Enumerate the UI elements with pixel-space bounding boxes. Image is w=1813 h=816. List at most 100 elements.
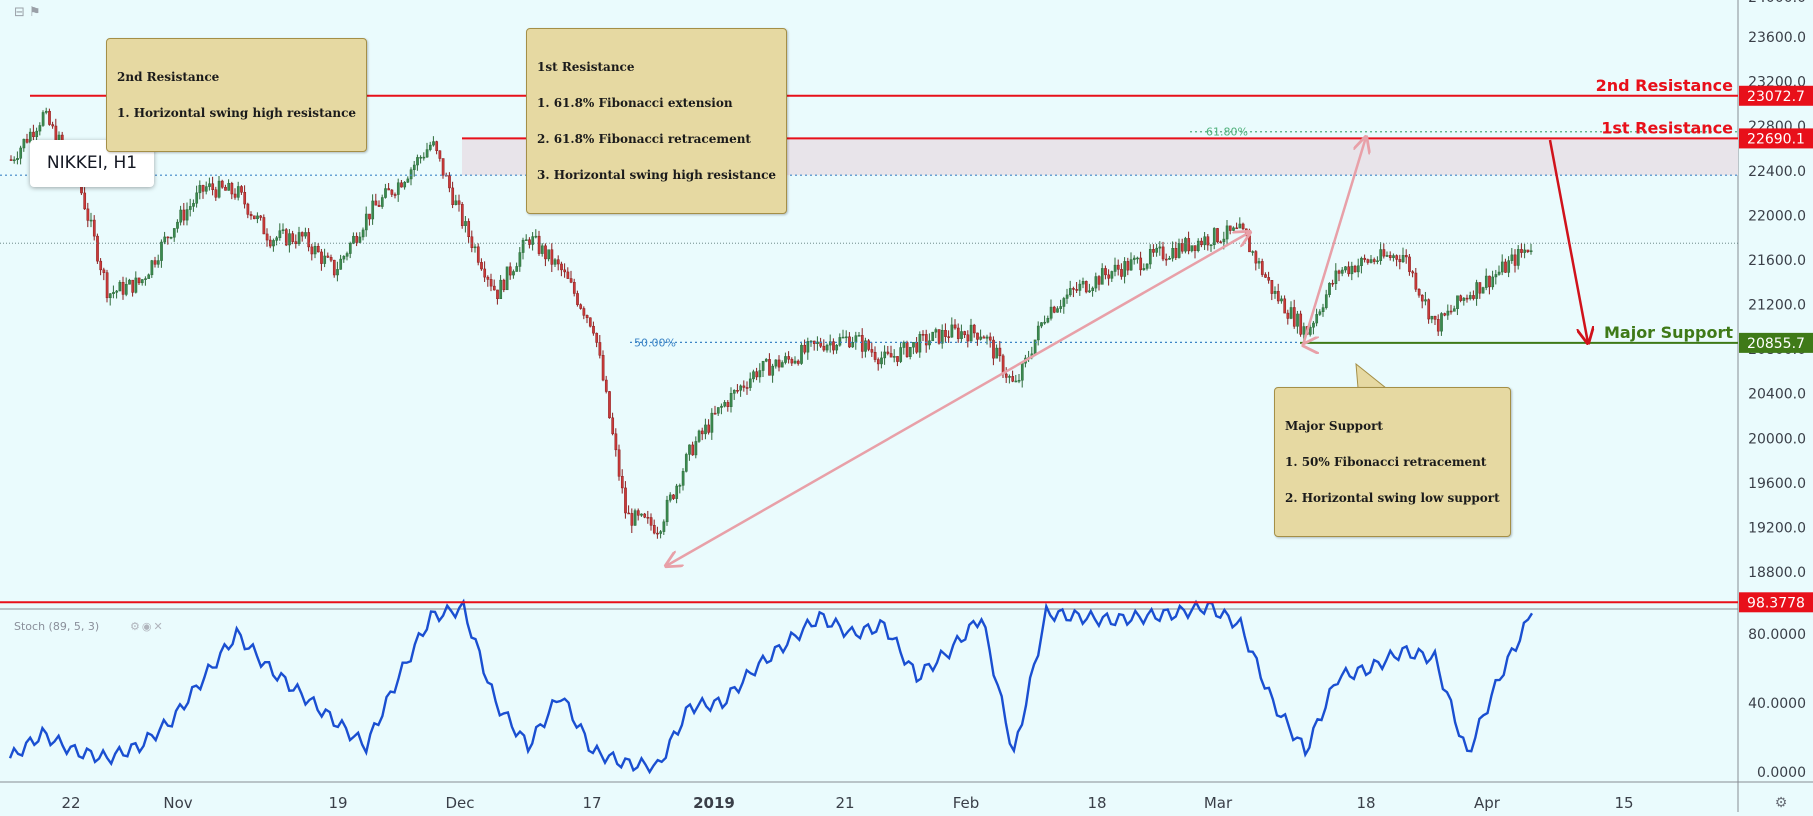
note-line: 2nd Resistance <box>117 70 220 84</box>
gear-icon[interactable]: ⚙ <box>1775 795 1788 811</box>
indicator-label[interactable]: Stoch (89, 5, 3) <box>14 620 100 633</box>
candle-body <box>499 279 503 300</box>
candle-body <box>1462 297 1466 301</box>
time-axis[interactable]: 22 Nov 19 Dec 17 2019 21 Feb 18 Mar 18 Apr 15 <box>61 794 1633 812</box>
candle-body <box>1011 376 1015 382</box>
candle-body <box>524 239 528 241</box>
candle-body <box>22 138 26 149</box>
candle-body <box>694 441 698 456</box>
projection-arrows <box>666 137 1588 566</box>
price-tick: 21600.0 <box>1748 253 1806 269</box>
note-resistance1: 1st Resistance 1. 61.8% Fibonacci extens… <box>526 28 788 214</box>
candle-body <box>838 337 842 346</box>
candle-body <box>918 334 922 353</box>
close-icon[interactable]: ✕ <box>153 620 165 633</box>
candle-body <box>457 200 461 205</box>
candle-body <box>1408 256 1411 272</box>
candle-body <box>947 336 951 338</box>
candle-body <box>1411 271 1415 274</box>
candle-body <box>1427 299 1431 320</box>
candle-body <box>422 156 426 159</box>
candle-body <box>892 356 896 358</box>
candle-body <box>547 249 551 260</box>
time-tick: Dec <box>445 794 474 812</box>
stoch-level-value-bg <box>1739 592 1813 613</box>
candle-body <box>886 351 890 354</box>
flag-icon[interactable]: ⚑ <box>29 5 41 20</box>
time-tick: 2019 <box>693 794 735 812</box>
pane-controls[interactable]: ⊟ ⚑ <box>14 5 41 20</box>
candle-body <box>96 235 99 262</box>
candle-body <box>940 330 944 344</box>
candle-body <box>1068 288 1072 296</box>
candle-body <box>380 197 384 207</box>
candle-body <box>582 308 586 316</box>
candle-body <box>435 141 439 151</box>
candle-body <box>841 336 845 339</box>
candle-body <box>688 444 691 455</box>
candle-body <box>16 158 19 161</box>
candle-body <box>188 206 192 210</box>
candle-body <box>889 353 893 358</box>
candle-body <box>1350 265 1354 275</box>
candle-body <box>470 236 474 248</box>
candle-body <box>1100 268 1104 285</box>
candle-body <box>560 263 563 271</box>
collapse-icon[interactable]: ⊟ <box>14 5 25 20</box>
candle-body <box>867 340 871 350</box>
stoch-tick: 80.0000 <box>1748 627 1806 643</box>
candle-body <box>144 278 147 280</box>
candle-body <box>1260 261 1264 275</box>
candle-body <box>1500 261 1504 273</box>
candle-body <box>675 485 679 499</box>
candle-body <box>1254 251 1258 264</box>
time-tick: Apr <box>1474 794 1501 812</box>
candle-body <box>483 268 487 278</box>
candle-body <box>924 334 928 346</box>
candle-body <box>352 235 355 244</box>
candle-body <box>992 339 995 359</box>
stoch-axis[interactable]: 80.0000 40.0000 0.0000 <box>1748 627 1806 781</box>
candle-body <box>307 232 311 248</box>
candle-body <box>1433 315 1437 320</box>
candle-body <box>1126 261 1130 271</box>
candle-body <box>1094 276 1098 289</box>
candle-body <box>1308 327 1312 335</box>
resistance1-value-bg <box>1739 128 1813 149</box>
candle-body <box>291 233 295 242</box>
time-tick: Mar <box>1204 794 1233 812</box>
indicator-controls[interactable]: ⚙◉✕ <box>130 620 165 633</box>
candle-body <box>860 335 864 352</box>
candle-body <box>652 525 656 534</box>
eye-icon[interactable]: ◉ <box>141 620 154 633</box>
candle-body <box>806 341 810 353</box>
candle-body <box>1436 319 1440 332</box>
settings-icon[interactable]: ⚙ <box>130 620 142 633</box>
note-line: Major Support <box>1285 419 1383 433</box>
candle-body <box>32 131 35 138</box>
candle-body <box>873 351 877 360</box>
candle-body <box>278 230 282 239</box>
candle-body <box>540 245 544 254</box>
candle-body <box>1520 249 1523 253</box>
candle-body <box>851 342 855 348</box>
candle-body <box>982 336 986 339</box>
candle-body <box>451 187 455 205</box>
candle-body <box>1206 236 1210 246</box>
fib50-label: 50.00% <box>634 336 676 349</box>
candle-body <box>748 378 752 388</box>
candle-body <box>182 209 186 221</box>
candle-body <box>553 259 557 265</box>
candle-body <box>48 110 51 125</box>
candle-body <box>1289 307 1293 319</box>
candle-body <box>624 487 627 514</box>
candle-body <box>835 344 839 351</box>
candle-body <box>428 144 432 150</box>
candle-body <box>1174 248 1178 258</box>
candle-body <box>1334 270 1338 284</box>
candle-body <box>9 159 13 161</box>
candle-body <box>876 359 880 365</box>
candle-body <box>368 213 371 220</box>
candle-body <box>192 203 195 207</box>
candle-body <box>1110 271 1114 279</box>
